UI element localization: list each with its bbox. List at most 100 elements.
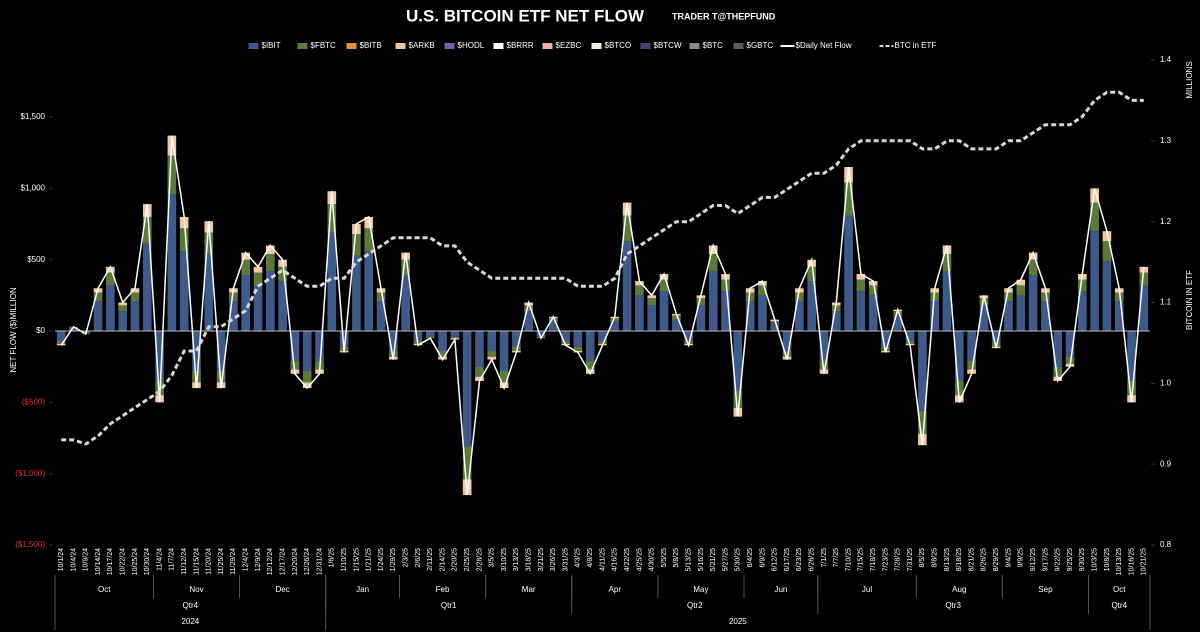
x-tick-label: 12/9/24: [255, 548, 262, 571]
x-tick-label: 3/31/25: [562, 548, 569, 571]
x-tick-label: 5/8/25: [673, 548, 680, 568]
legend-swatch: [297, 43, 308, 49]
bar-segment: [229, 301, 238, 332]
x-tick-label: 10/9/24: [83, 548, 90, 571]
bar-segment: [352, 255, 361, 332]
x-tick-label: 10/14/24: [95, 548, 102, 575]
bar-segment: [401, 275, 410, 332]
x-tick-label: 9/25/25: [1067, 548, 1074, 571]
x-tick-label: 7/10/25: [845, 548, 852, 571]
bar-segment: [179, 228, 189, 252]
legend-label: $BTCW: [654, 41, 682, 50]
bar-segment: [585, 360, 595, 370]
bar-segment: [991, 331, 1001, 343]
bar-segment: [192, 331, 201, 371]
bar-segment: [278, 281, 287, 332]
y2-tick-label: 1.3: [1160, 136, 1172, 145]
x-tick-label: 1/15/25: [353, 548, 360, 571]
legend-label: $IBIT: [262, 41, 281, 50]
x-tick-label: 6/17/25: [784, 548, 791, 571]
bar-segment: [758, 285, 767, 296]
bar-segment: [733, 390, 743, 409]
bar-segment: [499, 331, 509, 371]
x-tick-label: 10/16/25: [1128, 548, 1135, 575]
bar-segment: [672, 319, 681, 332]
x-tick-label: 4/3/25: [575, 548, 582, 568]
bar-segment: [462, 446, 472, 480]
bar-segment: [622, 241, 632, 332]
bar-segment: [1053, 366, 1063, 377]
bar-segment: [438, 331, 447, 351]
month-label: Apr: [609, 585, 622, 594]
legend-swatch: [346, 43, 357, 49]
bar-segment: [253, 266, 263, 273]
bar-segment: [1004, 292, 1013, 302]
bar-segment: [721, 291, 730, 332]
x-tick-label: 3/21/25: [538, 548, 545, 571]
quarter-label: Qtr4: [183, 601, 199, 610]
month-label: Feb: [436, 585, 450, 594]
bar-segment: [831, 311, 841, 332]
legend-label: $HODL: [458, 41, 485, 50]
bar-segment: [918, 331, 927, 411]
bar-segment: [856, 291, 866, 332]
x-tick-label: 1/29/25: [390, 548, 397, 571]
bar-segment: [278, 266, 287, 282]
x-tick-label: 11/12/24: [181, 548, 188, 575]
y-tick-label: $1,000: [21, 183, 46, 192]
bar-segment: [413, 331, 423, 342]
bar-segment: [635, 281, 644, 286]
x-tick-label: 2/6/25: [415, 548, 422, 568]
month-label: Jun: [774, 585, 787, 594]
x-tick-label: 10/8/25: [1104, 548, 1111, 571]
legend-label: $BRRR: [507, 41, 534, 50]
legend-label: $ARKB: [409, 41, 435, 50]
x-tick-label: 2/28/25: [476, 548, 483, 571]
x-tick-label: 12/26/24: [304, 548, 311, 575]
bar-segment: [819, 360, 829, 370]
bar-segment: [1114, 292, 1124, 302]
y2-axis-title: BITCOIN IN ETF: [1185, 270, 1194, 330]
quarter-label: Qtr1: [441, 601, 457, 610]
btc-in-etf-line: [61, 90, 1144, 446]
x-tick-label: 2/3/25: [402, 548, 409, 568]
legend-label: $Daily Net Flow: [796, 41, 852, 50]
bar-segment: [856, 273, 866, 280]
year-label: 2025: [729, 617, 747, 626]
bar-segment: [1028, 252, 1038, 260]
bar-segment: [1078, 279, 1087, 292]
quarter-label: Qtr2: [687, 601, 703, 610]
bar-segment: [192, 370, 201, 383]
x-tick-label: 3/13/25: [513, 548, 520, 571]
bar-segment: [647, 305, 657, 332]
x-tick-label: 10/25/24: [132, 548, 139, 575]
month-label: May: [693, 585, 708, 594]
bar-segment: [1090, 188, 1099, 203]
bar-segment: [487, 351, 497, 357]
x-tick-label: 8/18/25: [956, 548, 963, 571]
x-tick-label: 10/3/25: [1091, 548, 1098, 571]
bar-segment: [241, 275, 251, 332]
bar-segment: [290, 331, 300, 361]
y2-tick-label: 1.2: [1160, 217, 1172, 226]
y2-tick-label: 1.4: [1160, 55, 1172, 64]
x-tick-label: 11/15/24: [193, 548, 200, 575]
bar-segment: [647, 298, 657, 306]
bar-segment: [327, 204, 337, 233]
bar-segment: [721, 279, 730, 292]
bar-segment: [1102, 261, 1112, 332]
x-tick-label: 2/14/25: [439, 548, 446, 571]
net-flow-line: [60, 135, 1145, 496]
bar-segment: [659, 291, 669, 332]
bar-segment: [942, 271, 952, 332]
bar-segment: [561, 331, 570, 342]
bar-segment: [204, 232, 214, 254]
x-tick-label: 6/26/25: [809, 548, 816, 571]
x-tick-label: 1/10/25: [341, 548, 348, 571]
bar-segment: [905, 341, 915, 344]
y-tick-label: $1,500: [21, 112, 46, 121]
bar-segment: [868, 285, 878, 296]
bar-segment: [266, 254, 275, 272]
bar-segment: [475, 331, 484, 367]
x-tick-label: 10/1/24: [58, 548, 65, 571]
